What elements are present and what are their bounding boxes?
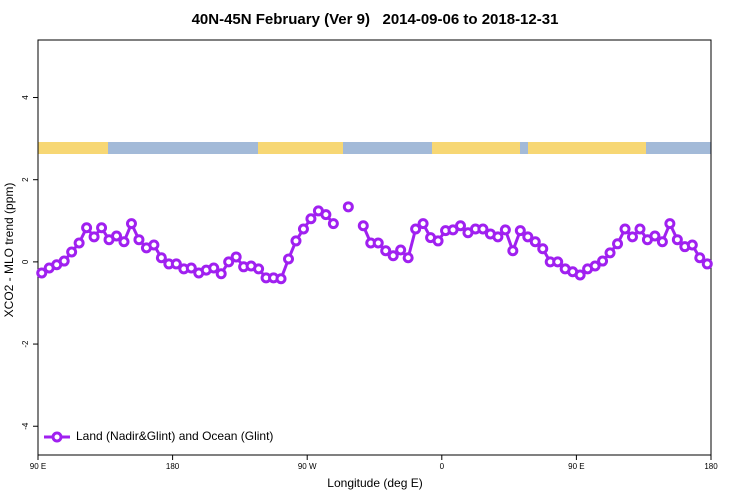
data-point — [357, 220, 369, 232]
data-point — [522, 231, 534, 243]
data-point — [230, 251, 242, 263]
x-tick-label: 180 — [166, 462, 180, 471]
chart-title: 40N-45N February (Ver 9) 2014-09-06 to 2… — [192, 11, 559, 28]
data-point — [73, 237, 85, 249]
x-axis-label: Longitude (deg E) — [327, 476, 422, 490]
y-axis-label: XCO2 - MLO trend (ppm) — [2, 183, 16, 318]
x-tick-label: 0 — [440, 462, 445, 471]
data-point — [454, 220, 466, 232]
data-point — [507, 245, 519, 257]
data-point — [185, 262, 197, 274]
data-point — [81, 222, 93, 234]
data-point — [664, 218, 676, 230]
data-point — [66, 246, 78, 258]
data-point — [410, 223, 422, 235]
x-tick-label: 90 E — [568, 462, 584, 471]
surface-strip — [38, 142, 711, 154]
data-point — [514, 225, 526, 237]
y-tick-label: 4 — [21, 95, 30, 100]
data-point — [626, 231, 638, 243]
data-point — [253, 263, 265, 275]
data-point — [432, 235, 444, 247]
data-point — [58, 255, 70, 267]
data-point — [552, 256, 564, 268]
data-point — [290, 235, 302, 247]
data-point — [380, 245, 392, 257]
data-point — [589, 260, 601, 272]
data-point — [499, 224, 511, 236]
data-point — [275, 273, 287, 285]
data-point — [372, 237, 384, 249]
x-tick-label: 90 W — [298, 462, 317, 471]
data-point — [387, 250, 399, 262]
data-point — [342, 201, 354, 213]
data-point — [597, 255, 609, 267]
data-point — [477, 223, 489, 235]
data-point — [148, 239, 160, 251]
data-point — [155, 252, 167, 264]
data-point — [656, 236, 668, 248]
data-point — [111, 230, 123, 242]
data-point — [283, 253, 295, 265]
data-point — [694, 252, 706, 264]
data-point — [402, 252, 414, 264]
data-point — [574, 269, 586, 281]
data-point — [619, 223, 631, 235]
data-point — [36, 267, 48, 279]
data-point — [118, 236, 130, 248]
data-point — [417, 218, 429, 230]
data-point — [395, 244, 407, 256]
data-point — [170, 258, 182, 270]
y-tick-label: -2 — [21, 340, 30, 348]
data-point — [133, 234, 145, 246]
x-tick-label: 180 — [704, 462, 718, 471]
data-point — [492, 231, 504, 243]
land-band — [38, 142, 108, 154]
legend-marker — [51, 431, 63, 443]
data-point — [208, 262, 220, 274]
data-point — [604, 247, 616, 259]
data-point — [320, 209, 332, 221]
legend-label: Land (Nadir&Glint) and Ocean (Glint) — [76, 429, 273, 443]
data-point — [529, 236, 541, 248]
data-point — [671, 234, 683, 246]
plot-frame — [37, 39, 712, 456]
data-point — [686, 239, 698, 251]
data-point — [305, 213, 317, 225]
data-point — [649, 230, 661, 242]
data-point — [88, 231, 100, 243]
data-point — [297, 223, 309, 235]
data-point — [215, 268, 227, 280]
data-point — [537, 243, 549, 255]
data-point — [612, 238, 624, 250]
x-tick-label: 90 E — [30, 462, 46, 471]
data-point — [701, 258, 713, 270]
land-band — [576, 142, 646, 154]
land-band — [432, 142, 520, 154]
y-tick-label: 0 — [21, 259, 30, 264]
land-band — [258, 142, 343, 154]
data-point — [634, 223, 646, 235]
data-point — [223, 256, 235, 268]
data-point — [125, 218, 137, 230]
data-point — [96, 222, 108, 234]
y-tick-label: -4 — [21, 422, 30, 430]
data-point — [327, 218, 339, 230]
y-tick-label: 2 — [21, 177, 30, 182]
